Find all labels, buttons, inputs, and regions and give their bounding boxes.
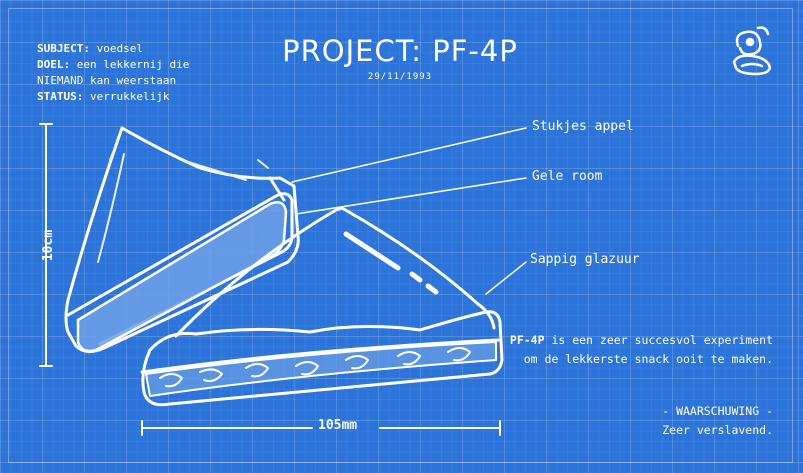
description: PF-4P is een zeer succesvol experiment o…: [493, 331, 773, 369]
apple-layer: [145, 341, 497, 397]
spec-status: STATUS: verrukkelijk: [37, 90, 170, 103]
cream-layer: [76, 201, 288, 353]
warning-title: - WAARSCHUWING -: [662, 404, 773, 418]
dimension-horizontal: [141, 420, 501, 436]
height-dimension-label: 10cm: [41, 229, 57, 262]
apple-swirls: [159, 347, 471, 388]
width-dimension-label: 105mm: [318, 418, 358, 433]
callout-apple: Stukjes appel: [532, 119, 634, 134]
spec-goal-continued: NIEMAND kan weerstaan: [37, 74, 177, 87]
dimension-vertical: [39, 123, 53, 367]
blueprint-frame: [8, 8, 793, 463]
project-title: PROJECT: PF-4P: [282, 34, 518, 68]
callout-glaze: Sappig glazuur: [530, 252, 640, 267]
project-date: 29/11/1993: [367, 72, 433, 82]
pastry-front: [140, 206, 504, 407]
pastry-back: [64, 126, 300, 353]
description-lead: PF-4P: [509, 333, 545, 347]
spec-subject: SUBJECT: voedsel: [37, 42, 143, 55]
leader-lines: [291, 127, 527, 295]
spec-goal: DOEL: een lekkernij die: [37, 58, 190, 71]
callout-cream: Gele room: [532, 169, 603, 184]
project-specs: SUBJECT: voedsel DOEL: een lekkernij die…: [37, 41, 189, 105]
warning-body: Zeer verslavend.: [662, 423, 773, 437]
description-text: is een zeer succesvol experiment om de l…: [523, 333, 773, 366]
mascot-logo-icon: [732, 26, 772, 76]
